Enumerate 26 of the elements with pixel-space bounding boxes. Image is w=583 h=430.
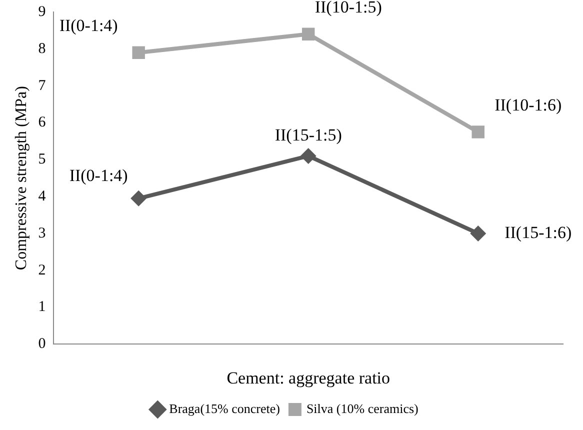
legend-label: Braga(15% concrete) <box>169 400 280 416</box>
y-tick-label: 1 <box>38 299 46 316</box>
point <box>470 225 486 242</box>
legend-label: Silva (10% ceramics) <box>306 400 418 416</box>
y-tick-label: 8 <box>38 40 46 57</box>
y-tick-label: 5 <box>38 152 46 168</box>
data-label: II(0-1:4) <box>69 166 128 185</box>
point <box>472 126 484 138</box>
x-axis-title: Cement: aggregate ratio <box>226 368 390 388</box>
data-label: II(10-1:5) <box>314 0 382 17</box>
y-tick-label: 6 <box>38 114 46 131</box>
y-tick-label: 9 <box>38 4 46 20</box>
y-tick-label: 4 <box>38 188 46 204</box>
data-label: II(10-1:6) <box>494 95 562 114</box>
point <box>132 46 145 59</box>
data-label: II(15-1:5) <box>274 125 342 144</box>
point <box>130 190 147 206</box>
y-tick-label: 2 <box>38 262 46 278</box>
y-tick-label: 7 <box>38 78 46 94</box>
point <box>302 28 315 41</box>
data-label: II(0-1:4) <box>59 16 118 36</box>
data-label: II(15-1:6) <box>504 222 572 242</box>
y-axis-title: Compressive strength (MPa) <box>12 86 30 270</box>
point <box>300 148 316 164</box>
y-tick-label: 3 <box>38 225 46 242</box>
y-tick-label: 0 <box>38 336 46 352</box>
